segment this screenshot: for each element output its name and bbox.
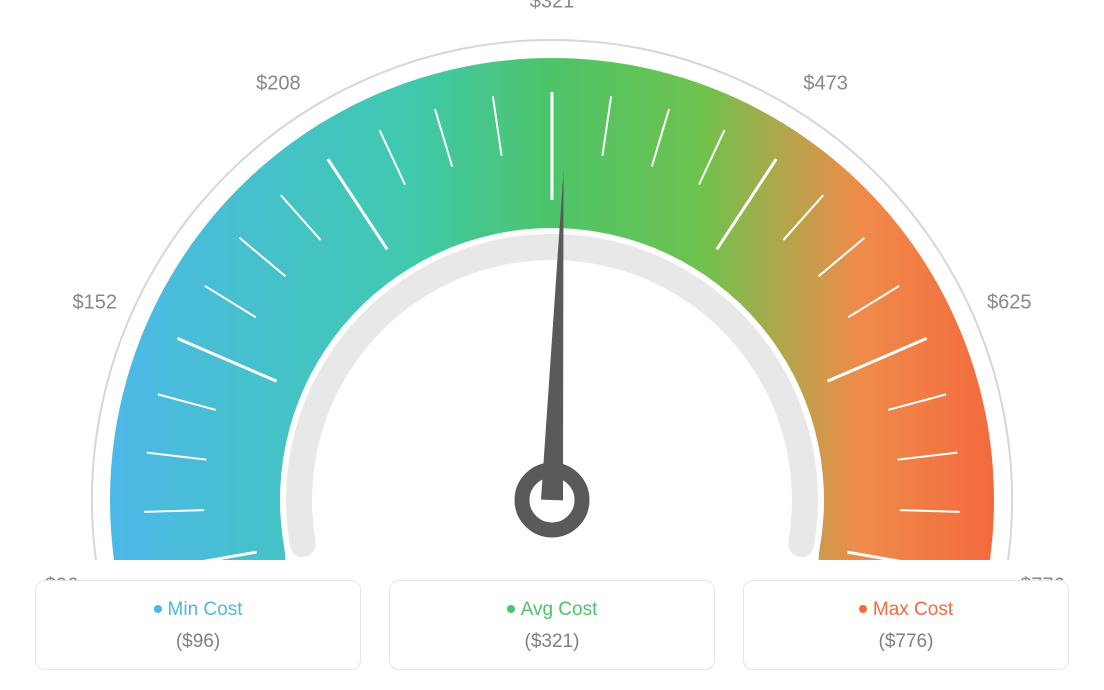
gauge-chart: $96$152$208$321$473$625$776 [0,0,1104,560]
dot-icon [507,605,515,613]
legend-value-max: ($776) [754,631,1058,653]
tick-label: $152 [72,291,117,314]
tick-label: $473 [803,72,848,95]
tick-label: $321 [530,0,575,14]
legend-value-avg: ($321) [400,631,704,653]
legend-title-text: Min Cost [168,599,243,620]
legend-title-max: Max Cost [754,599,1058,621]
tick-label: $208 [256,72,301,95]
legend-title-text: Avg Cost [521,599,598,620]
legend-title-text: Max Cost [873,599,953,620]
legend-card-avg: Avg Cost ($321) [389,580,715,670]
dot-icon [859,605,867,613]
legend-title-min: Min Cost [46,599,350,621]
tick-label: $625 [987,291,1032,314]
gauge-svg [0,0,1104,560]
legend-card-max: Max Cost ($776) [743,580,1069,670]
legend-value-min: ($96) [46,631,350,653]
legend-row: Min Cost ($96) Avg Cost ($321) Max Cost … [35,580,1069,670]
dot-icon [154,605,162,613]
legend-card-min: Min Cost ($96) [35,580,361,670]
legend-title-avg: Avg Cost [400,599,704,621]
